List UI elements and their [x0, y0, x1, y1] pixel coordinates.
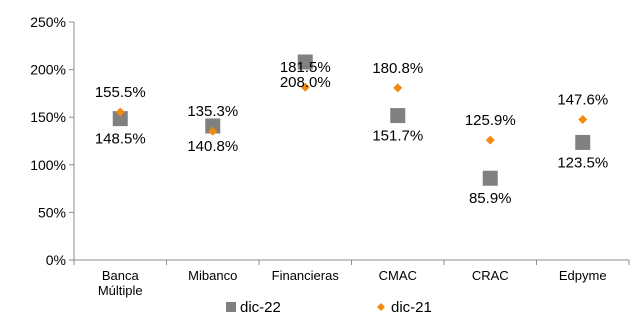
- data-label-dic-22: 140.8%: [187, 138, 238, 155]
- marker-dic-22: [297, 54, 313, 70]
- legend-marker-dic-21: [377, 303, 385, 311]
- y-tick-label: 0%: [46, 252, 66, 268]
- y-tick-label: 100%: [30, 157, 66, 173]
- y-tick-label: 150%: [30, 109, 66, 125]
- data-label-dic-21: 155.5%: [95, 84, 146, 101]
- legend-label-dic-22: dic-22: [240, 299, 281, 316]
- data-label-dic-22: 123.5%: [557, 154, 608, 171]
- x-tick-label: CRAC: [472, 268, 509, 283]
- marker-dic-22: [112, 111, 128, 127]
- marker-dic-22: [575, 134, 591, 150]
- data-label-dic-21: 181.5%: [280, 59, 331, 76]
- x-tick-label: Financieras: [272, 268, 340, 283]
- data-label-dic-22: 151.7%: [372, 128, 423, 145]
- x-tick-label: CMAC: [379, 268, 417, 283]
- x-tick-label-line: Edpyme: [559, 268, 607, 283]
- marker-dic-22: [482, 170, 498, 186]
- x-tick-label: Mibanco: [188, 268, 237, 283]
- x-tick-labels: Banca Múltiple Mibanco Financieras CMAC CRAC E…: [98, 268, 607, 298]
- data-labels: 155.5% 135.3% 181.5% 180.8% 125.9% 147.6% 148.…: [95, 59, 608, 207]
- marker-dic-21: [393, 83, 403, 93]
- x-tick-label: Banca Múltiple: [98, 268, 143, 298]
- marker-dic-21: [300, 82, 310, 92]
- y-tick-label: 250%: [30, 14, 66, 30]
- x-tick-label-line: Banca: [102, 268, 140, 283]
- y-tick-labels: 0% 50% 100% 150% 200% 250%: [30, 14, 66, 268]
- data-label-dic-22: 85.9%: [469, 190, 512, 207]
- x-tick-label-line: CRAC: [472, 268, 509, 283]
- y-tick-label: 200%: [30, 62, 66, 78]
- legend: dic-22 dic-21: [226, 299, 432, 316]
- marker-dic-21: [578, 114, 588, 124]
- data-label-dic-21: 135.3%: [187, 103, 238, 120]
- x-tick-label: Edpyme: [559, 268, 607, 283]
- x-tick-label-line: CMAC: [379, 268, 417, 283]
- data-label-dic-22: 148.5%: [95, 131, 146, 148]
- axes: [69, 21, 630, 265]
- marker-dic-21: [485, 135, 495, 145]
- x-tick-label-line: Financieras: [272, 268, 340, 283]
- data-markers: [112, 54, 591, 186]
- marker-dic-22: [390, 108, 406, 124]
- x-tick-label-line: Múltiple: [98, 283, 143, 298]
- legend-label-dic-21: dic-21: [391, 299, 432, 316]
- data-label-dic-22: 208.0%: [280, 74, 331, 91]
- data-label-dic-21: 180.8%: [372, 60, 423, 77]
- data-label-dic-21: 125.9%: [465, 112, 516, 129]
- data-label-dic-21: 147.6%: [557, 91, 608, 108]
- marker-dic-22: [205, 118, 221, 134]
- legend-marker-dic-22: [226, 302, 236, 312]
- x-tick-label-line: Mibanco: [188, 268, 237, 283]
- marker-dic-21: [115, 107, 125, 117]
- y-tick-label: 50%: [38, 204, 66, 220]
- marker-dic-21: [208, 126, 218, 136]
